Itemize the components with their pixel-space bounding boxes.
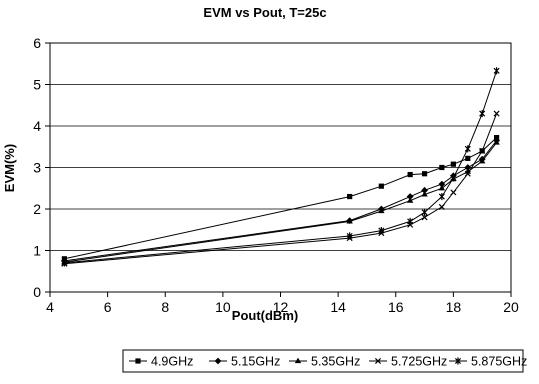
- data-point-triangle: [294, 357, 302, 364]
- chart-title: EVM vs Pout, T=25c: [203, 5, 326, 20]
- data-point-square: [465, 155, 471, 161]
- legend-label: 5.35GHz: [311, 355, 360, 369]
- x-tick-label: 6: [104, 299, 112, 315]
- legend-label: 5.725GHz: [391, 355, 447, 369]
- series-line: [64, 113, 498, 265]
- legend-entry: 5.875GHz: [449, 355, 527, 369]
- data-point-square: [450, 161, 456, 167]
- data-point-asterisk: [464, 145, 471, 153]
- data-point-diamond: [406, 193, 414, 200]
- x-tick-label: 12: [273, 299, 289, 315]
- data-point-triangle: [478, 157, 486, 164]
- series-line: [64, 140, 497, 262]
- data-point-x: [374, 357, 382, 365]
- y-tick-label: 2: [33, 201, 41, 217]
- legend-entry: 5.15GHz: [209, 355, 280, 369]
- data-point-diamond: [214, 357, 222, 365]
- legend-label: 5.875GHz: [471, 355, 527, 369]
- legend-entry: 5.725GHz: [369, 355, 447, 369]
- y-tick-label: 5: [33, 77, 41, 93]
- data-point-asterisk: [438, 192, 445, 201]
- data-point-asterisk: [454, 357, 462, 365]
- legend: 4.9GHz 5.15GHz 5.35GHz 5.725GHz 5.875GHz: [122, 349, 527, 373]
- series-line: [64, 70, 498, 264]
- legend-box: [122, 349, 524, 373]
- data-point-square: [378, 183, 384, 189]
- y-tick-label: 1: [33, 243, 41, 259]
- data-point-asterisk: [407, 217, 414, 226]
- data-point-asterisk: [378, 226, 385, 235]
- gridlines: [50, 42, 511, 251]
- data-point-diamond: [421, 186, 428, 194]
- data-point-asterisk: [346, 232, 353, 240]
- data-point-x: [421, 214, 428, 221]
- data-point-asterisk: [479, 109, 486, 118]
- x-tick-label: 16: [388, 299, 404, 315]
- data-point-square: [407, 171, 413, 178]
- legend-entry: 5.35GHz: [289, 355, 360, 369]
- data-point-triangle: [378, 207, 385, 214]
- legend-entry: 4.9GHz: [129, 355, 193, 369]
- series-5-725ghz: [61, 110, 500, 267]
- legend-label: 4.9GHz: [151, 355, 193, 369]
- data-point-triangle: [493, 139, 500, 145]
- y-axis-label: EVM(%): [2, 144, 17, 192]
- x-tick-label: 18: [446, 299, 462, 315]
- y-tick-label: 4: [33, 118, 41, 134]
- data-point-diamond: [464, 164, 472, 171]
- x-tick-label: 14: [330, 299, 346, 315]
- series-line: [64, 137, 497, 260]
- x-tick-label: 4: [46, 299, 54, 315]
- data-point-triangle: [438, 184, 446, 191]
- legend-label: 5.15GHz: [231, 355, 280, 369]
- x-axis-label: Pout(dBm): [232, 308, 298, 323]
- series-5-875ghz: [61, 67, 500, 267]
- series-line: [64, 142, 497, 263]
- data-point-x: [438, 203, 445, 210]
- data-point-square: [135, 358, 141, 364]
- data-point-asterisk: [493, 67, 500, 75]
- data-point-square: [347, 193, 353, 200]
- y-tick-label: 6: [33, 35, 41, 51]
- series-layer: [61, 67, 500, 267]
- data-point-x: [450, 189, 457, 196]
- x-tick-label: 8: [161, 299, 169, 315]
- data-point-asterisk: [450, 174, 457, 182]
- data-point-asterisk: [61, 259, 68, 267]
- data-point-x: [479, 147, 486, 154]
- data-point-square: [421, 171, 428, 177]
- y-tick-label: 3: [33, 160, 41, 176]
- data-point-asterisk: [421, 208, 428, 216]
- data-point-diamond: [438, 180, 446, 188]
- data-point-x: [464, 170, 471, 177]
- y-tick-label: 0: [33, 284, 41, 300]
- data-point-triangle: [346, 218, 353, 224]
- data-point-square: [439, 164, 445, 171]
- data-point-triangle: [421, 191, 428, 197]
- x-tick-label: 20: [503, 299, 519, 315]
- x-tick-label: 10: [215, 299, 231, 315]
- data-point-triangle: [406, 197, 414, 203]
- data-point-x: [493, 110, 500, 117]
